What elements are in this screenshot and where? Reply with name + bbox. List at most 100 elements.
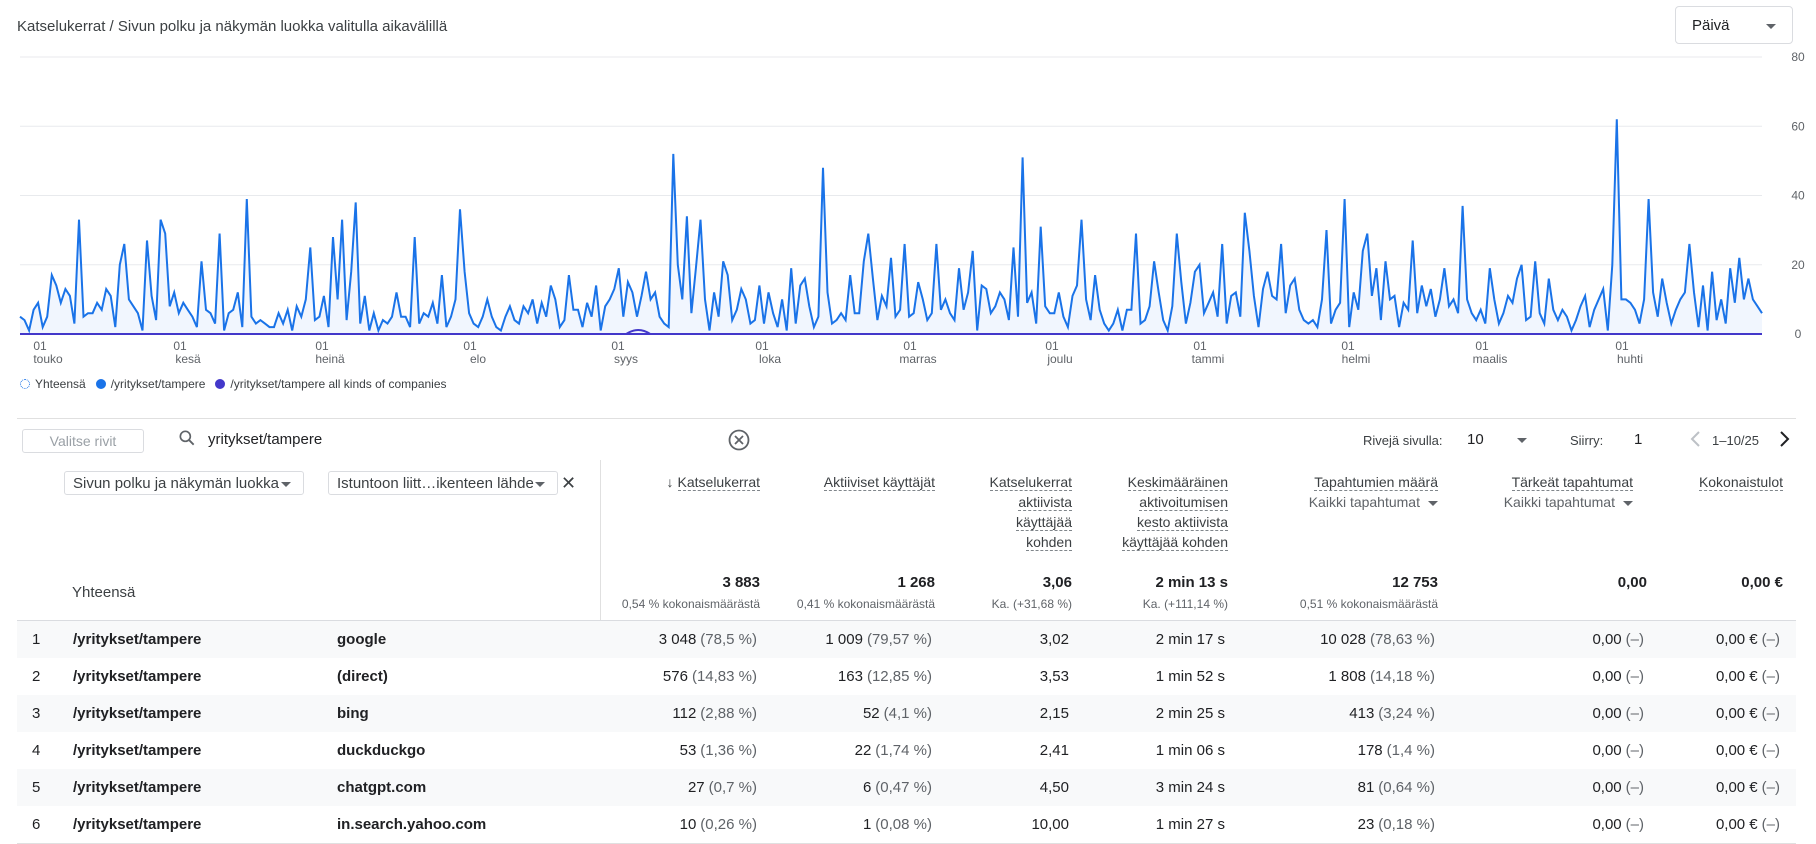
metric-value: 10,00 bbox=[1031, 816, 1069, 833]
row-metric-vpu: 3,02 bbox=[1040, 631, 1069, 648]
y-tick-label: 60 bbox=[1791, 119, 1805, 133]
column-views-per-user[interactable]: Katselukerrat aktiivista käyttäjää kohde… bbox=[989, 474, 1072, 551]
row-metric-rev: 0,00 € (–) bbox=[1716, 705, 1780, 722]
row-metric-eng: 1 min 06 s bbox=[1156, 742, 1225, 759]
caret-down-icon[interactable] bbox=[1517, 438, 1527, 443]
row-metric-rev: 0,00 € (–) bbox=[1716, 668, 1780, 685]
metric-value: 0,00 € bbox=[1715, 742, 1758, 759]
row-metric-events: 23 (0,18 %) bbox=[1358, 816, 1435, 833]
x-tick-day: 01 bbox=[755, 339, 769, 353]
x-tick-month: touko bbox=[33, 352, 63, 366]
metric-share: (0,18 %) bbox=[1378, 816, 1435, 833]
column-avg-engagement[interactable]: Keskimääräinen aktivoitumisen kesto akti… bbox=[1122, 474, 1228, 551]
table-row[interactable]: 3/yritykset/tampere bing 112 (2,88 %) 52 (4,1… bbox=[17, 695, 1796, 733]
x-tick-month: maalis bbox=[1473, 352, 1508, 366]
metric-share: (–) bbox=[1761, 705, 1780, 722]
clear-search-icon[interactable] bbox=[727, 428, 751, 452]
table-row[interactable]: 2/yritykset/tampere (direct) 576 (14,83 %) 1… bbox=[17, 658, 1796, 696]
chevron-right-icon[interactable] bbox=[1777, 429, 1791, 449]
x-tick-month: heinä bbox=[315, 352, 345, 366]
x-tick-day: 01 bbox=[1045, 339, 1059, 353]
column-views[interactable]: ↓ Katselukerrat bbox=[666, 474, 760, 491]
legend-item-series[interactable]: /yritykset/tampere bbox=[95, 377, 205, 391]
x-tick-month: tammi bbox=[1192, 352, 1225, 366]
metric-share: (–) bbox=[1761, 742, 1780, 759]
event-filter-select[interactable]: Kaikki tapahtumat bbox=[1309, 492, 1438, 512]
x-tick-day: 01 bbox=[903, 339, 917, 353]
metric-share: (–) bbox=[1625, 668, 1644, 685]
total-key-events: 0,00 bbox=[1617, 574, 1647, 591]
table-row[interactable]: 6/yritykset/tampere in.search.yahoo.com 10… bbox=[17, 806, 1796, 844]
metric-value: 2,15 bbox=[1039, 705, 1069, 722]
metric-share: (0,26 %) bbox=[700, 816, 757, 833]
row-metric-views: 3 048 (78,5 %) bbox=[659, 631, 757, 648]
metric-share: (1,4 %) bbox=[1386, 742, 1435, 759]
x-tick-day: 01 bbox=[1341, 339, 1355, 353]
row-metric-key: 0,00 (–) bbox=[1592, 631, 1644, 648]
metric-value: 163 bbox=[837, 668, 863, 685]
column-revenue[interactable]: Kokonaistulot bbox=[1698, 474, 1783, 491]
row-metric-events: 178 (1,4 %) bbox=[1358, 742, 1435, 759]
metric-value: 2,41 bbox=[1039, 742, 1069, 759]
legend-dot-icon bbox=[20, 379, 30, 389]
row-page-path: /yritykset/tampere bbox=[73, 779, 202, 796]
row-metric-key: 0,00 (–) bbox=[1592, 705, 1644, 722]
metric-value: 112 bbox=[672, 705, 697, 722]
caret-down-icon bbox=[1428, 500, 1438, 506]
metric-value: 3,53 bbox=[1039, 668, 1069, 685]
goto-page-input[interactable]: 1 bbox=[1634, 431, 1643, 448]
key-event-filter-select[interactable]: Kaikki tapahtumat bbox=[1504, 492, 1633, 512]
y-tick-label: 20 bbox=[1791, 258, 1805, 272]
metric-share: (–) bbox=[1625, 705, 1644, 722]
column-key-events[interactable]: Tärkeät tapahtumat Kaikki tapahtumat bbox=[1503, 474, 1633, 512]
secondary-dimension-select[interactable]: Istuntoon liitt…ikenteen lähde bbox=[328, 471, 558, 495]
rows-per-page-select[interactable]: 10 bbox=[1467, 431, 1484, 448]
period-select[interactable]: Päivä bbox=[1675, 6, 1793, 44]
metric-share: (2,88 %) bbox=[700, 705, 757, 722]
metric-share: (78,63 %) bbox=[1369, 631, 1435, 648]
row-source: (direct) bbox=[337, 668, 388, 685]
metric-share: (14,18 %) bbox=[1369, 668, 1435, 685]
metric-share: (3,24 %) bbox=[1378, 705, 1435, 722]
select-rows-button[interactable]: Valitse rivit bbox=[22, 429, 144, 453]
secondary-dimension-label: Istuntoon liitt…ikenteen lähde bbox=[337, 475, 534, 492]
row-metric-key: 0,00 (–) bbox=[1592, 779, 1644, 796]
table-row[interactable]: 1/yritykset/tampere google 3 048 (78,5 %) 1 … bbox=[17, 621, 1796, 659]
metric-value: 3 048 bbox=[658, 631, 697, 648]
metric-value: 10 028 bbox=[1320, 631, 1366, 648]
row-metric-vpu: 10,00 bbox=[1031, 816, 1069, 833]
search-input[interactable]: yritykset/tampere bbox=[208, 431, 323, 448]
chevron-left-icon[interactable] bbox=[1689, 429, 1703, 449]
x-tick-month: marras bbox=[899, 352, 936, 366]
sort-arrow-icon: ↓ bbox=[666, 474, 674, 490]
primary-dimension-select[interactable]: Sivun polku ja näkymän luokka bbox=[64, 471, 304, 495]
remove-dimension-icon[interactable]: ✕ bbox=[561, 473, 577, 493]
metric-value: 3 min 24 s bbox=[1155, 779, 1225, 796]
total-revenue: 0,00 € bbox=[1741, 574, 1783, 591]
legend-item-total[interactable]: Yhteensä bbox=[20, 377, 86, 391]
table-row[interactable]: 4/yritykset/tampere duckduckgo 53 (1,36 %) 2… bbox=[17, 732, 1796, 770]
rows-per-page-label: Rivejä sivulla: bbox=[1363, 433, 1443, 448]
row-metric-eng: 2 min 25 s bbox=[1156, 705, 1225, 722]
legend-item-series-2[interactable]: /yritykset/tampere all kinds of companie… bbox=[215, 377, 447, 391]
column-event-count[interactable]: Tapahtumien määrä Kaikki tapahtumat bbox=[1308, 474, 1438, 512]
table-row[interactable]: 5/yritykset/tampere chatgpt.com 27 (0,7 %) 6… bbox=[17, 769, 1796, 807]
row-metric-rev: 0,00 € (–) bbox=[1716, 779, 1780, 796]
chart-legend: Yhteensä /yritykset/tampere /yritykset/t… bbox=[20, 377, 447, 391]
row-page-path: /yritykset/tampere bbox=[73, 816, 202, 833]
metric-value: 3,02 bbox=[1039, 631, 1069, 648]
series-area bbox=[20, 119, 1762, 334]
column-active-users[interactable]: Aktiiviset käyttäjät bbox=[823, 474, 935, 491]
row-metric-vpu: 4,50 bbox=[1040, 779, 1069, 796]
row-metric-views: 53 (1,36 %) bbox=[680, 742, 757, 759]
page-range: 1–10/25 bbox=[1712, 433, 1759, 448]
x-tick-month: kesä bbox=[175, 352, 201, 366]
x-tick-day: 01 bbox=[33, 339, 47, 353]
row-metric-users: 22 (1,74 %) bbox=[855, 742, 932, 759]
row-metric-views: 576 (14,83 %) bbox=[663, 668, 757, 685]
metric-value: 2 min 17 s bbox=[1155, 631, 1225, 648]
total-views-share: 0,54 % kokonaismäärästä bbox=[621, 597, 760, 611]
goto-label: Siirry: bbox=[1570, 433, 1604, 448]
metric-value: 52 bbox=[862, 705, 880, 722]
row-metric-vpu: 3,53 bbox=[1040, 668, 1069, 685]
